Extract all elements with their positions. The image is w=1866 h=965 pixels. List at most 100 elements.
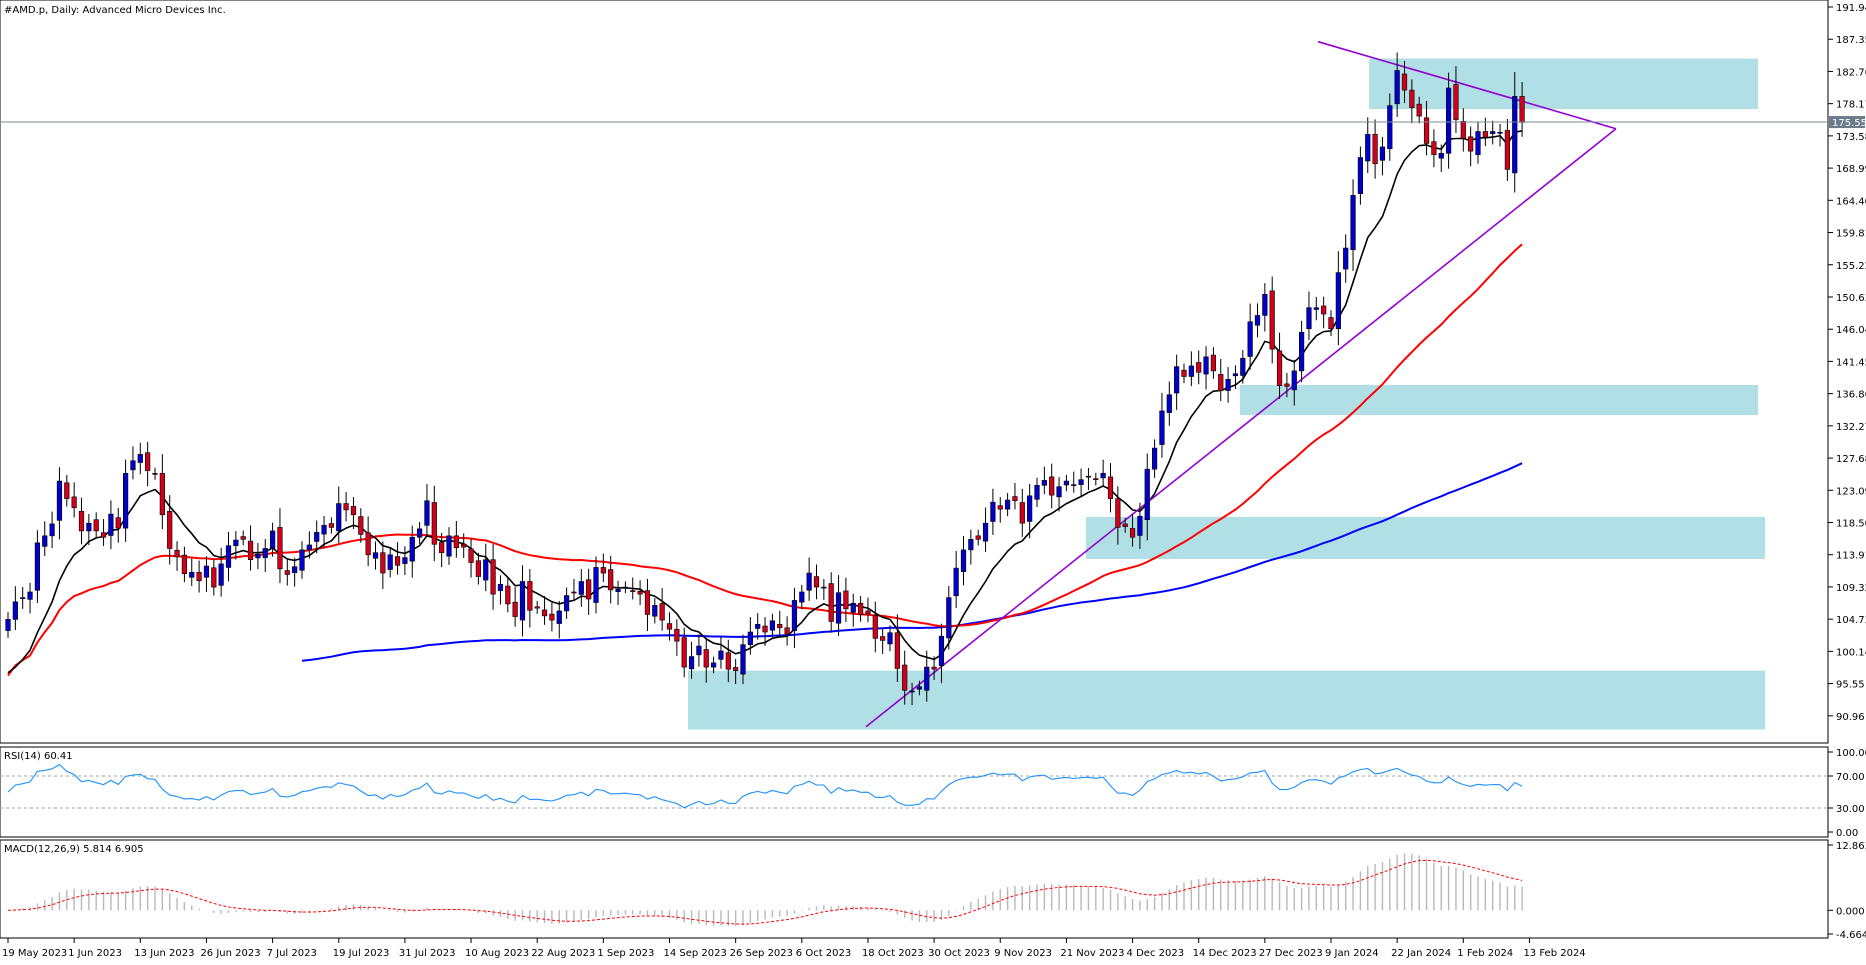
candle-body	[1012, 496, 1018, 502]
candle-body	[835, 592, 842, 624]
candle-body	[27, 591, 33, 600]
candle-body	[622, 586, 628, 589]
candle-body	[1166, 394, 1172, 413]
candle-body	[49, 523, 55, 537]
price-tick-label: 141.45	[1836, 357, 1866, 368]
date-tick-label: 22 Jan 2024	[1391, 948, 1451, 959]
candle-body	[784, 627, 790, 635]
candle-body	[1490, 131, 1496, 134]
date-tick-label: 13 Jun 2023	[134, 948, 194, 959]
candle-body	[733, 667, 739, 671]
candle-body	[1313, 307, 1319, 310]
rsi-label: RSI(14) 60.41	[4, 751, 73, 762]
candle-body	[277, 527, 283, 570]
date-tick-label: 7 Jul 2023	[267, 948, 317, 959]
current-price-tag: 175.55	[1829, 116, 1866, 129]
candle-body	[409, 536, 415, 562]
candle-body	[1107, 476, 1114, 499]
candle-body	[1512, 96, 1518, 174]
candle-body	[233, 539, 239, 546]
candle-body	[512, 601, 518, 617]
candle-body	[64, 482, 70, 499]
candle-body	[990, 501, 996, 522]
candle-body	[1137, 515, 1143, 536]
candle-body	[953, 567, 959, 597]
main-pane-frame	[0, 0, 1829, 744]
candle-body	[916, 686, 922, 690]
candle-body	[872, 615, 878, 639]
candle-body	[894, 632, 900, 669]
date-tick-label: 6 Oct 2023	[796, 948, 851, 959]
price-tick-label: 173.58	[1836, 132, 1866, 143]
candle-body	[34, 542, 40, 591]
candle-body	[240, 536, 246, 540]
date-tick-label: 14 Sep 2023	[664, 948, 727, 959]
zone-band	[1369, 58, 1758, 110]
candle-body	[1225, 379, 1231, 391]
candle-body	[387, 554, 393, 570]
candle-body	[130, 460, 136, 471]
candle-body	[1291, 370, 1297, 391]
candle-body	[556, 610, 562, 624]
candle-body	[615, 588, 621, 592]
candle-body	[608, 569, 614, 591]
price-tick-label: 113.91	[1836, 551, 1866, 562]
candle-body	[806, 572, 812, 591]
candle-body	[431, 502, 437, 545]
date-tick-label: 26 Sep 2023	[730, 948, 793, 959]
price-tick-label: 136.86	[1836, 390, 1866, 401]
support-resistance-zones	[688, 58, 1765, 730]
candle-body	[1129, 528, 1136, 538]
candle-body	[1115, 498, 1121, 528]
zone-band	[1086, 516, 1765, 560]
candle-body	[490, 559, 496, 595]
candle-body	[42, 535, 48, 547]
candle-body	[1276, 350, 1283, 386]
date-tick-label: 27 Dec 2023	[1259, 948, 1323, 959]
date-tick-label: 19 May 2023	[2, 948, 67, 959]
candle-body	[372, 552, 379, 559]
price-tick-label: 168.99	[1836, 164, 1866, 175]
date-tick-label: 14 Dec 2023	[1193, 948, 1257, 959]
candle-body	[791, 600, 798, 631]
candle-body	[1321, 305, 1327, 315]
candle-body	[247, 540, 254, 561]
candle-body	[328, 523, 335, 528]
candle-body	[380, 552, 386, 574]
candle-body	[1365, 134, 1371, 162]
price-tick-label: 159.81	[1836, 229, 1866, 240]
candle-body	[211, 567, 217, 588]
candle-body	[1357, 157, 1363, 194]
candle-body	[755, 623, 761, 629]
candle-body	[527, 581, 533, 611]
price-tick-label: 146.04	[1836, 325, 1866, 336]
candle-body	[5, 619, 11, 631]
candle-body	[152, 473, 158, 475]
candle-body	[688, 656, 695, 670]
candle-body	[1284, 383, 1290, 387]
candle-body	[1218, 374, 1224, 391]
rsi-levels	[0, 775, 1828, 809]
candle-body	[652, 605, 658, 617]
candle-body	[681, 637, 687, 668]
candle-body	[453, 535, 459, 549]
candle-body	[137, 454, 143, 463]
candle-body	[586, 579, 592, 600]
candle-body	[880, 636, 886, 641]
current-price-value: 175.55	[1832, 118, 1866, 129]
candle-body	[1049, 476, 1055, 496]
candle-body	[269, 530, 276, 549]
price-tick-label: 90.96	[1836, 712, 1865, 723]
candle-body	[644, 590, 651, 615]
price-tick-label: 95.55	[1836, 680, 1865, 691]
candle-body	[1350, 195, 1356, 251]
candle-body	[1343, 247, 1349, 270]
candle-body	[630, 590, 636, 592]
candle-body	[777, 623, 783, 629]
candle-body	[637, 590, 643, 595]
candle-body	[255, 553, 261, 559]
candle-body	[563, 595, 570, 612]
candle-body	[461, 543, 467, 548]
trendlines	[865, 40, 1617, 728]
